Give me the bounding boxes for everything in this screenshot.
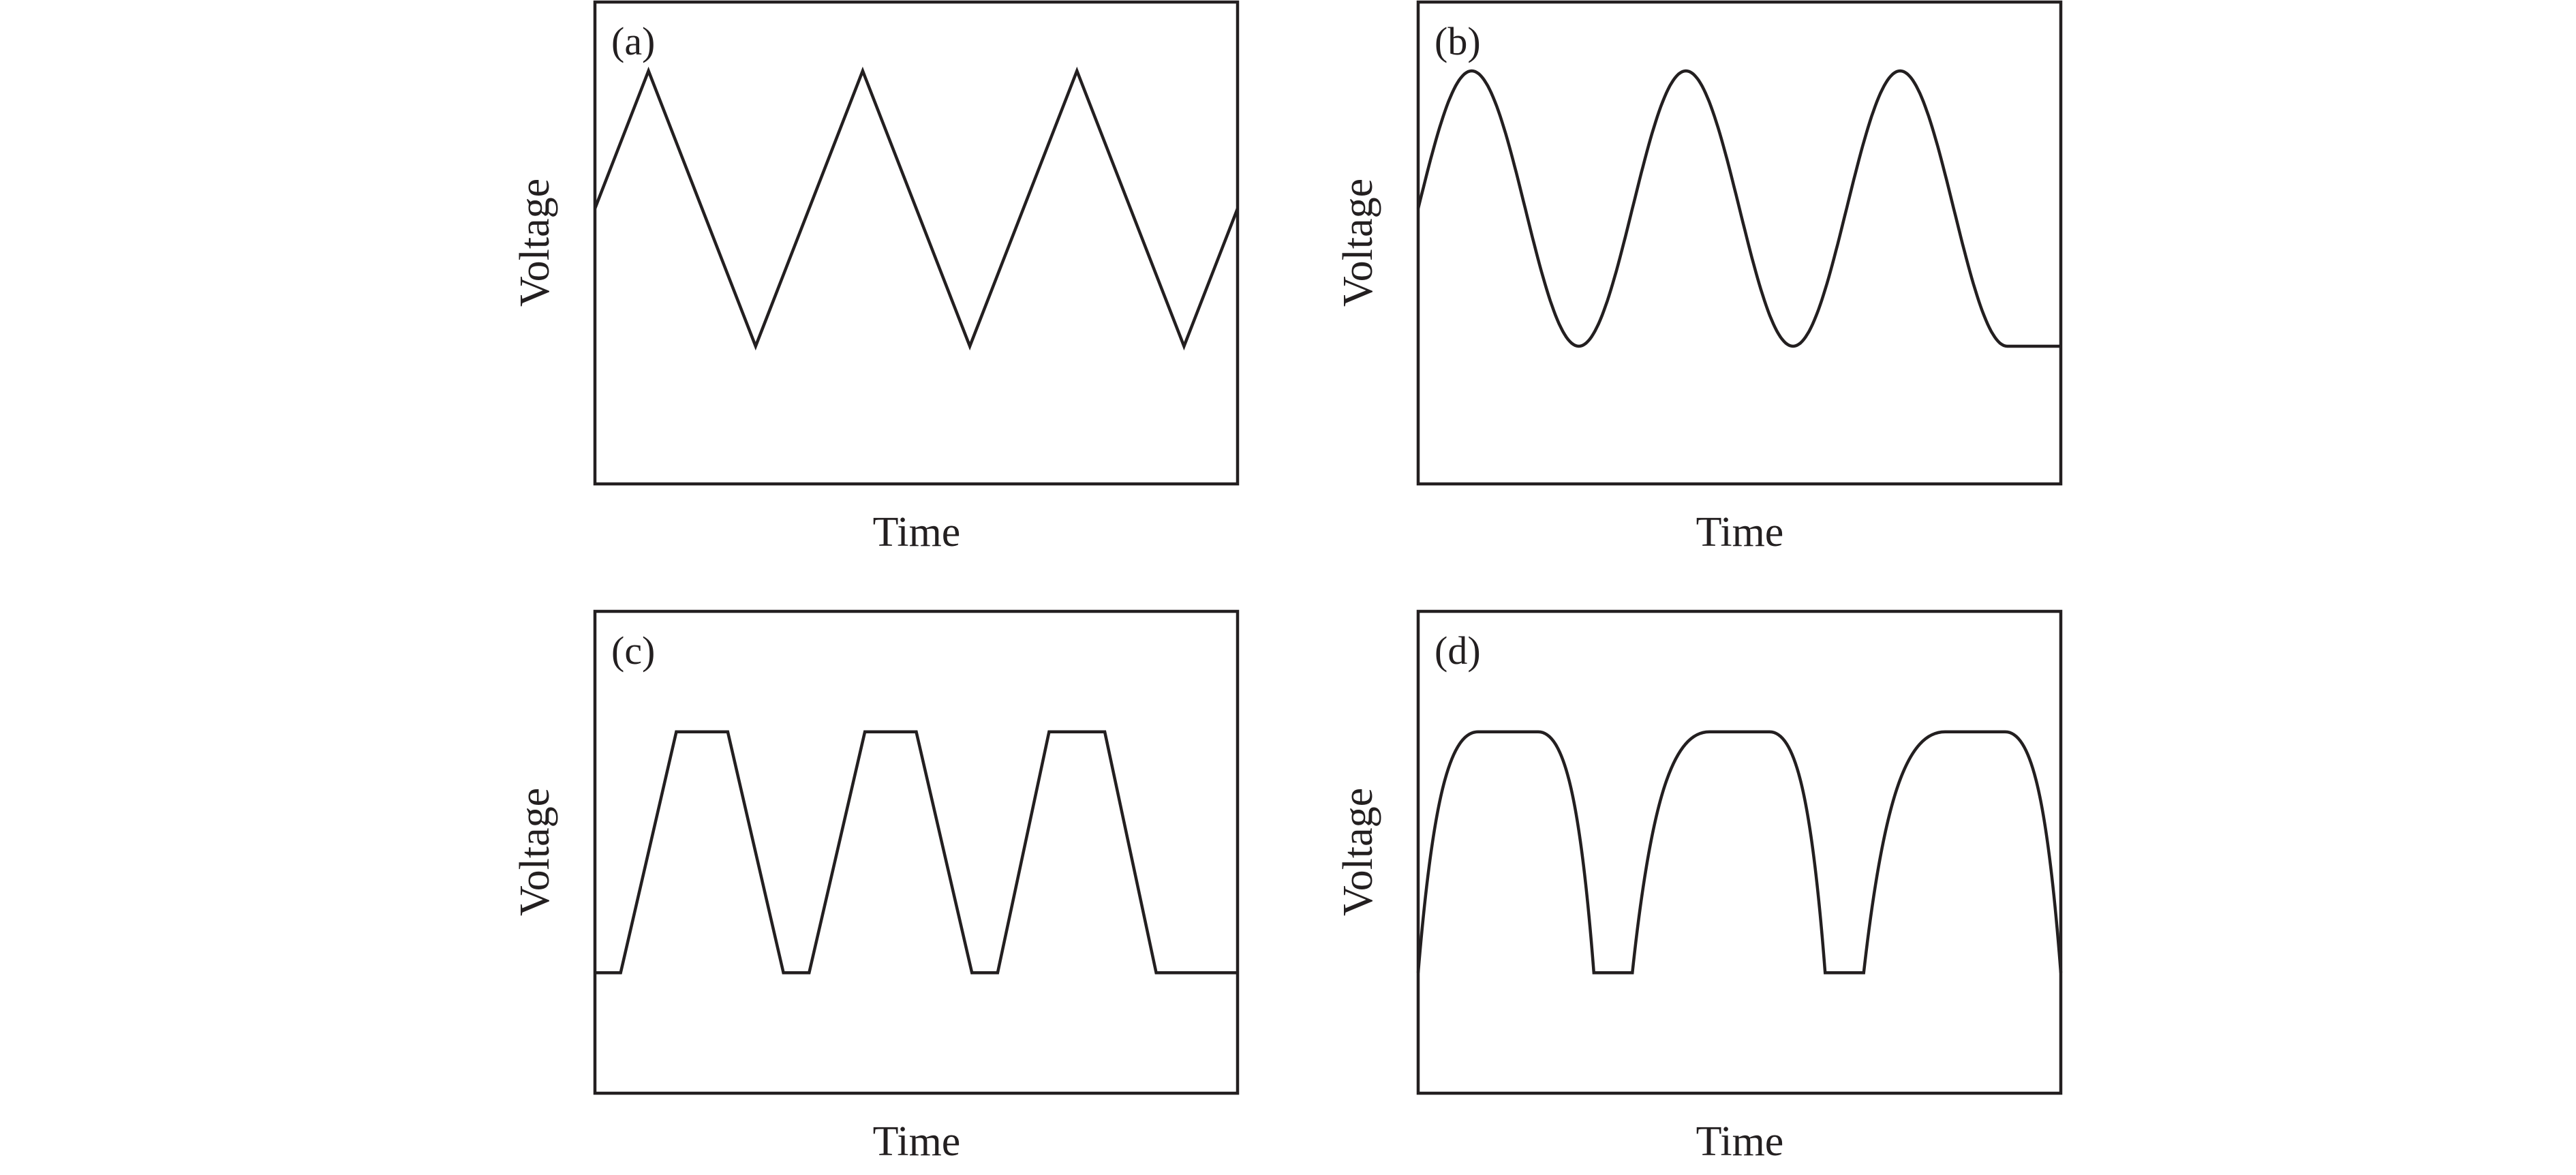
chart-panel-b: (b) Voltage Time [1335,0,2063,555]
panel-label-c: (c) [611,628,655,673]
y-axis-label-d: Voltage [1335,788,1381,916]
waveform-d [1416,730,2063,975]
chart-panel-a: (a) Voltage Time [512,0,1240,555]
waveform-b [1416,69,2061,348]
x-axis-label-c: Time [873,1118,961,1165]
chart-panel-c: (c) Voltage Time [512,609,1240,1165]
plot-frame-b [1416,0,2063,486]
y-axis-label-b: Voltage [1335,179,1381,307]
waveform-a [593,66,1240,351]
panel-label-b: (b) [1435,19,1481,63]
panel-label-a: (a) [611,19,655,63]
chart-panel-d: (d) Voltage Time [1335,609,2063,1165]
panel-label-d: (d) [1435,628,1481,673]
plot-frame-a [593,0,1240,486]
x-axis-label-b: Time [1696,509,1784,555]
x-axis-label-d: Time [1696,1118,1784,1165]
waveform-c [595,730,1238,975]
y-axis-label-a: Voltage [512,179,558,307]
plot-frame-c [593,609,1240,1095]
plot-frame-d [1416,609,2063,1095]
x-axis-label-a: Time [873,509,961,555]
y-axis-label-c: Voltage [512,788,558,916]
